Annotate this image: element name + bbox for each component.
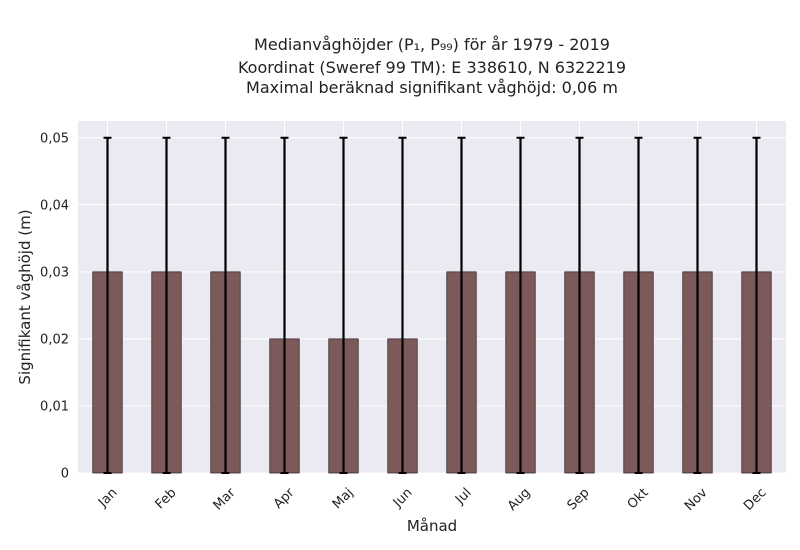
chart-title-line-2: Koordinat (Sweref 99 TM): E 338610, N 63… [237,58,627,77]
y-axis-label: Signifikant våghöjd (m) [16,209,34,384]
y-tick-label: 0,03 [40,265,69,280]
y-tick-label: 0,04 [40,198,69,213]
y-tick-label: 0,05 [40,131,69,146]
y-tick-label: 0 [61,467,69,482]
x-tick-label-okt: Okt [625,485,652,512]
y-tick-label: 0,02 [40,332,69,347]
x-tick-label-feb: Feb [153,485,180,512]
x-tick-label-jul: Jul [452,485,474,507]
x-tick-label-maj: Maj [330,485,357,512]
x-tick-label-mar: Mar [211,485,239,513]
x-tick-label-dec: Dec [741,485,769,513]
x-tick-label-nov: Nov [682,485,711,514]
x-tick-label-apr: Apr [271,485,298,512]
y-tick-label: 0,01 [40,399,69,414]
plot-area [78,121,786,473]
x-tick-label-aug: Aug [505,485,534,514]
x-axis-label: Månad [407,517,457,535]
chart-title-line-3: Maximal beräknad signifikant våghöjd: 0,… [246,78,618,97]
chart-title-line-1: Medianvåghöjder (P₁, P₉₉) för år 1979 - … [254,35,610,54]
x-tick-label-jan: Jan [95,485,120,510]
x-tick-label-sep: Sep [565,485,593,513]
x-tick-label-jun: Jun [390,485,416,511]
